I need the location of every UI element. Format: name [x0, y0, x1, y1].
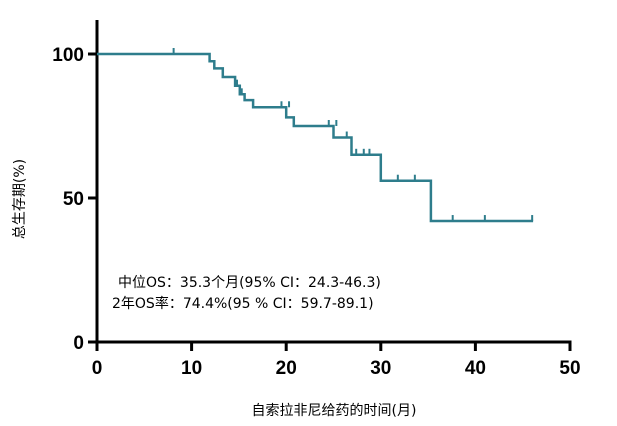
x-tick-label: 0: [92, 358, 103, 379]
annotation-2yr-os-rate: 2年OS率：74.4%(95 % CI：59.7-89.1): [112, 295, 374, 312]
curve-layer: [97, 52, 534, 223]
censor-layer: [172, 48, 534, 222]
x-tick-label: 20: [276, 358, 297, 379]
annotation-median-os: 中位OS：35.3个月(95% CI：24.3-46.3): [118, 275, 381, 291]
x-tick-label: 30: [370, 358, 391, 379]
x-tick-label: 50: [559, 358, 580, 379]
y-axis-title: 总生存期(%): [12, 159, 28, 239]
y-tick-label: 50: [63, 189, 84, 210]
x-tick-label: 10: [181, 358, 202, 379]
axes: [95, 20, 572, 344]
x-tick-label: 40: [465, 358, 486, 379]
y-tick-label: 100: [52, 45, 84, 66]
ticks: 0 10 20 30 40 50 0 50 100: [52, 45, 580, 379]
survival-curve: [97, 52, 534, 223]
x-axis-title: 自索拉非尼给药的时间(月): [252, 402, 417, 419]
y-tick-label: 0: [73, 333, 84, 354]
